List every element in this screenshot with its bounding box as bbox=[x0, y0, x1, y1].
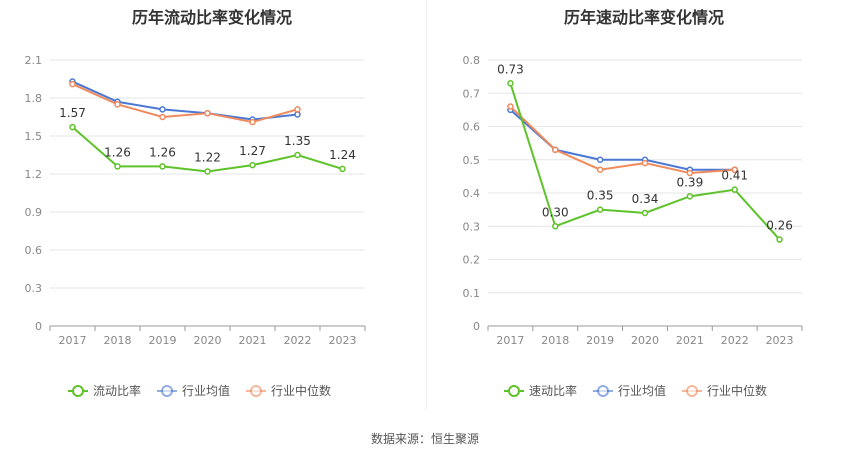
legend-swatch-marker[interactable] bbox=[508, 385, 520, 397]
legend-swatch-marker[interactable] bbox=[72, 385, 84, 397]
y-tick-label: 0.2 bbox=[463, 254, 481, 267]
legend-swatch-marker[interactable] bbox=[161, 385, 173, 397]
x-tick-label: 2019 bbox=[149, 334, 177, 347]
data-label: 0.39 bbox=[676, 175, 703, 189]
data-point[interactable] bbox=[552, 146, 559, 154]
data-point[interactable] bbox=[114, 163, 121, 170]
y-tick-label: 0.9 bbox=[25, 206, 43, 219]
y-tick-label: 0.3 bbox=[463, 220, 481, 233]
legend-swatch-marker[interactable] bbox=[597, 385, 609, 397]
x-tick-label: 2018 bbox=[104, 334, 132, 347]
x-tick-label: 2022 bbox=[284, 334, 312, 347]
data-label: 0.35 bbox=[587, 189, 614, 203]
data-point[interactable] bbox=[204, 168, 211, 175]
y-tick-label: 0.4 bbox=[463, 187, 481, 200]
legend-label[interactable]: 行业中位数 bbox=[707, 383, 767, 398]
x-tick-label: 2019 bbox=[586, 334, 614, 347]
data-point[interactable] bbox=[69, 123, 76, 131]
series-line-2 bbox=[509, 105, 735, 175]
legend-label[interactable]: 行业均值 bbox=[182, 383, 230, 398]
y-tick-label: 0.3 bbox=[25, 282, 43, 295]
current-ratio-chart: 0 0.3 0.6 0.9 1.2 1.5 1.8 2.1 2017 2018 2019 2020 20… bbox=[25, 54, 366, 398]
data-source-note: 数据来源：恒生聚源 bbox=[370, 432, 479, 446]
data-point[interactable] bbox=[294, 151, 301, 159]
x-tick-label: 2021 bbox=[676, 334, 704, 347]
data-label: 1.26 bbox=[104, 145, 131, 159]
y-tick-label: 0 bbox=[35, 320, 42, 333]
data-point[interactable] bbox=[507, 103, 514, 110]
data-point[interactable] bbox=[249, 118, 256, 126]
x-tick-label: 2020 bbox=[194, 334, 222, 347]
legend-label[interactable]: 行业均值 bbox=[618, 383, 666, 398]
data-label: 1.35 bbox=[284, 134, 311, 148]
data-label: 1.27 bbox=[239, 144, 266, 158]
data-point[interactable] bbox=[159, 163, 166, 170]
data-point[interactable] bbox=[294, 106, 301, 113]
data-point[interactable] bbox=[641, 209, 649, 217]
data-label: 0.41 bbox=[721, 169, 748, 183]
y-tick-label: 0.8 bbox=[463, 54, 481, 67]
data-point[interactable] bbox=[339, 165, 346, 173]
x-tick-label: 2022 bbox=[721, 334, 749, 347]
y-tick-label: 1.5 bbox=[25, 130, 43, 143]
data-point[interactable] bbox=[731, 166, 738, 173]
data-point[interactable] bbox=[641, 159, 649, 167]
legend-label[interactable]: 行业中位数 bbox=[271, 383, 331, 398]
data-point[interactable] bbox=[552, 223, 559, 230]
x-tick-label: 2017 bbox=[496, 334, 524, 347]
y-tick-label: 0.5 bbox=[463, 154, 481, 167]
data-point[interactable] bbox=[731, 186, 738, 193]
series-line-2 bbox=[72, 83, 298, 124]
panel-divider bbox=[426, 0, 427, 410]
y-tick-label: 0.1 bbox=[463, 287, 481, 300]
y-tick-label: 0.6 bbox=[463, 121, 481, 134]
legend-swatch-marker[interactable] bbox=[250, 385, 262, 397]
y-tick-label: 2.1 bbox=[25, 54, 43, 67]
data-label: 0.30 bbox=[542, 205, 569, 219]
data-label: 1.57 bbox=[59, 106, 86, 120]
legend-label[interactable]: 速动比率 bbox=[529, 383, 577, 398]
data-point[interactable] bbox=[596, 156, 604, 163]
data-point[interactable] bbox=[776, 236, 783, 243]
data-label: 0.26 bbox=[766, 219, 793, 233]
x-tick-label: 2018 bbox=[541, 334, 569, 347]
data-label: 0.73 bbox=[497, 62, 524, 76]
y-tick-label: 1.2 bbox=[25, 168, 43, 181]
chart-title-quick-ratio: 历年速动比率变化情况 bbox=[563, 8, 725, 27]
y-tick-label: 0.7 bbox=[463, 87, 481, 100]
data-label: 1.22 bbox=[194, 150, 221, 164]
y-tick-label: 0 bbox=[473, 320, 480, 333]
data-point[interactable] bbox=[596, 166, 604, 173]
data-point[interactable] bbox=[114, 101, 121, 108]
legend-label[interactable]: 流动比率 bbox=[93, 383, 141, 398]
data-point[interactable] bbox=[686, 193, 694, 200]
data-point[interactable] bbox=[69, 80, 76, 88]
x-tick-label: 2023 bbox=[766, 334, 794, 347]
y-tick-label: 0.6 bbox=[25, 244, 43, 257]
x-tick-label: 2020 bbox=[631, 334, 659, 347]
quick-ratio-chart: 0 0.1 0.2 0.3 0.4 0.5 0.6 0.7 0.8 2017 2018 2019 202… bbox=[463, 54, 803, 398]
data-point[interactable] bbox=[249, 161, 256, 169]
data-point[interactable] bbox=[204, 109, 211, 117]
data-label: 1.24 bbox=[329, 148, 356, 162]
legend-swatch-marker[interactable] bbox=[686, 385, 698, 397]
chart-title-current-ratio: 历年流动比率变化情况 bbox=[131, 8, 293, 27]
x-tick-label: 2023 bbox=[329, 334, 357, 347]
x-tick-label: 2017 bbox=[59, 334, 87, 347]
data-point[interactable] bbox=[596, 206, 604, 213]
data-point[interactable] bbox=[507, 80, 514, 87]
y-tick-label: 1.8 bbox=[25, 92, 43, 105]
data-point[interactable] bbox=[686, 169, 694, 177]
data-point[interactable] bbox=[159, 113, 166, 121]
data-label: 1.26 bbox=[149, 145, 176, 159]
x-tick-label: 2021 bbox=[239, 334, 267, 347]
data-label: 0.34 bbox=[632, 192, 659, 206]
data-point[interactable] bbox=[159, 106, 166, 113]
series-line-1 bbox=[72, 80, 298, 121]
data-point[interactable] bbox=[294, 111, 301, 118]
